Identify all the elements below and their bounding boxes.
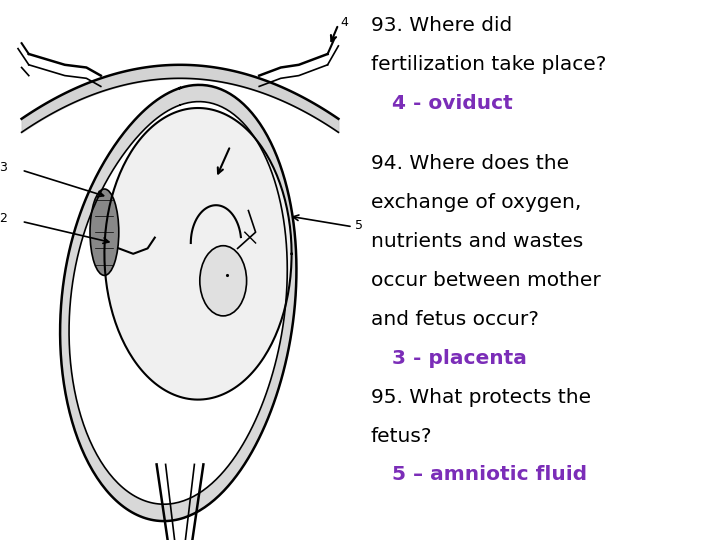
Circle shape [200, 246, 247, 316]
Text: 3 - placenta: 3 - placenta [392, 349, 527, 368]
Text: exchange of oxygen,: exchange of oxygen, [371, 193, 581, 212]
Text: 4 - oviduct: 4 - oviduct [392, 94, 513, 113]
Polygon shape [60, 85, 297, 521]
Text: 3: 3 [0, 161, 7, 174]
Text: fertilization take place?: fertilization take place? [371, 55, 606, 74]
Text: and fetus occur?: and fetus occur? [371, 310, 539, 329]
Polygon shape [69, 102, 287, 504]
Text: occur between mother: occur between mother [371, 271, 600, 290]
Text: 5 – amniotic fluid: 5 – amniotic fluid [392, 465, 588, 484]
Ellipse shape [90, 189, 119, 275]
Text: 4: 4 [341, 16, 348, 29]
Text: 5: 5 [355, 219, 363, 232]
Text: 93. Where did: 93. Where did [371, 16, 512, 35]
Text: 94. Where does the: 94. Where does the [371, 154, 569, 173]
Text: fetus?: fetus? [371, 427, 432, 446]
Text: 95. What protects the: 95. What protects the [371, 388, 591, 407]
Polygon shape [104, 108, 292, 400]
Text: nutrients and wastes: nutrients and wastes [371, 232, 583, 251]
Text: 2: 2 [0, 212, 7, 225]
